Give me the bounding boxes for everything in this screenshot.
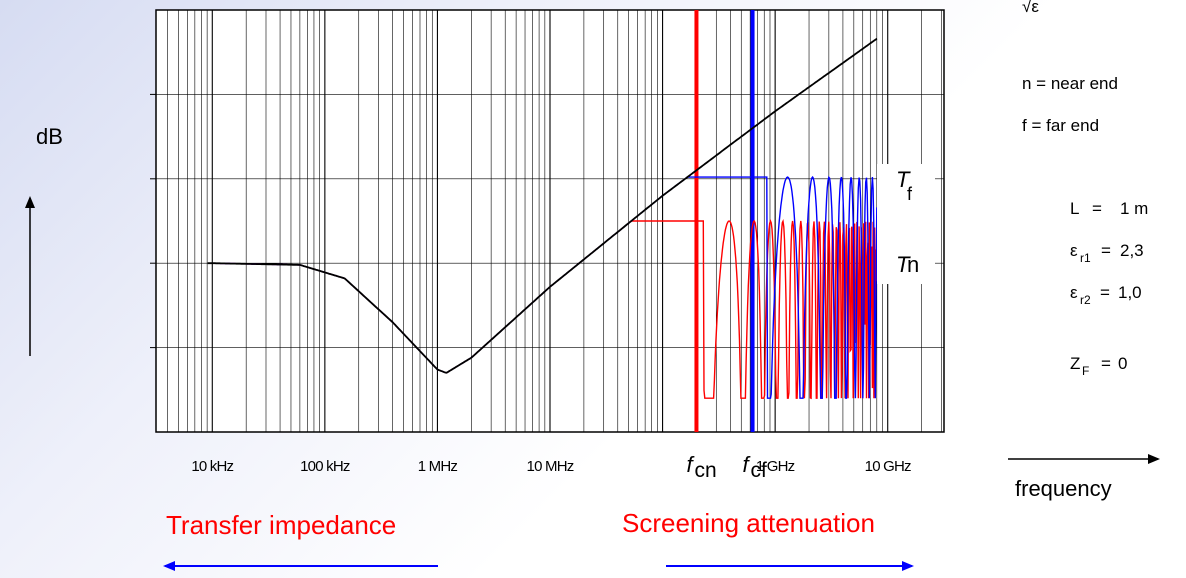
param-ZF-name: Z xyxy=(1070,354,1080,373)
param-L-value: 1 m xyxy=(1120,199,1148,218)
chart-series xyxy=(207,37,878,400)
param-L: L = 1 m xyxy=(1070,199,1148,218)
x-tick-label: 100 kHz xyxy=(300,458,350,475)
svg-text:=: = xyxy=(1092,199,1102,218)
legend-tn-sub: n xyxy=(907,252,919,277)
marker-label-cn: f xyxy=(686,452,695,477)
x-tick-label: 10 kHz xyxy=(191,458,233,475)
x-axis-label: frequency xyxy=(1015,476,1112,501)
marker-label-sub-cf: cf xyxy=(751,459,768,482)
param-ZF: Z F = 0 xyxy=(1070,354,1127,378)
svg-text:=: = xyxy=(1101,354,1111,373)
far-end-definition: f = far end xyxy=(1022,116,1099,135)
marker-label-cf: f xyxy=(743,452,752,477)
param-L-name: L xyxy=(1070,199,1079,218)
x-tick-label: 10 MHz xyxy=(527,458,574,475)
legend-tn-main: T xyxy=(896,252,911,277)
param-er1: ε r1 = 2,3 xyxy=(1070,241,1144,265)
caption-transfer-impedance: Transfer impedance xyxy=(166,510,396,540)
param-ZF-value: 0 xyxy=(1118,354,1127,373)
param-er2-sub: r2 xyxy=(1080,293,1091,307)
x-tick-label: 1 MHz xyxy=(418,458,458,475)
param-ZF-sub: F xyxy=(1082,364,1089,378)
param-er1-name: ε xyxy=(1070,241,1078,260)
formula-fragment: √ε xyxy=(1022,0,1039,16)
param-er1-sub: r1 xyxy=(1080,251,1091,265)
legend-tf-sub: f xyxy=(907,184,913,204)
svg-text:=: = xyxy=(1101,241,1111,260)
legend-label-background xyxy=(877,164,935,284)
param-er1-value: 2,3 xyxy=(1120,241,1144,260)
legend-tf-main: T xyxy=(896,167,911,192)
param-er2: ε r2 = 1,0 xyxy=(1070,283,1142,307)
param-er2-value: 1,0 xyxy=(1118,283,1142,302)
near-end-definition: n = near end xyxy=(1022,74,1118,93)
caption-screening-attenuation: Screening attenuation xyxy=(622,508,875,538)
svg-text:=: = xyxy=(1100,283,1110,302)
x-tick-label: 10 GHz xyxy=(865,458,911,475)
param-er2-name: ε xyxy=(1070,283,1078,302)
series-line-envelope xyxy=(207,37,878,374)
marker-label-sub-cn: cn xyxy=(694,459,716,482)
x-tick-labels: 10 kHz 100 kHz 1 MHz 10 MHz 1 GHz 10 GHz xyxy=(191,458,911,475)
x-tick-label: 1 GHz xyxy=(756,458,795,475)
y-axis-label: dB xyxy=(36,124,63,149)
